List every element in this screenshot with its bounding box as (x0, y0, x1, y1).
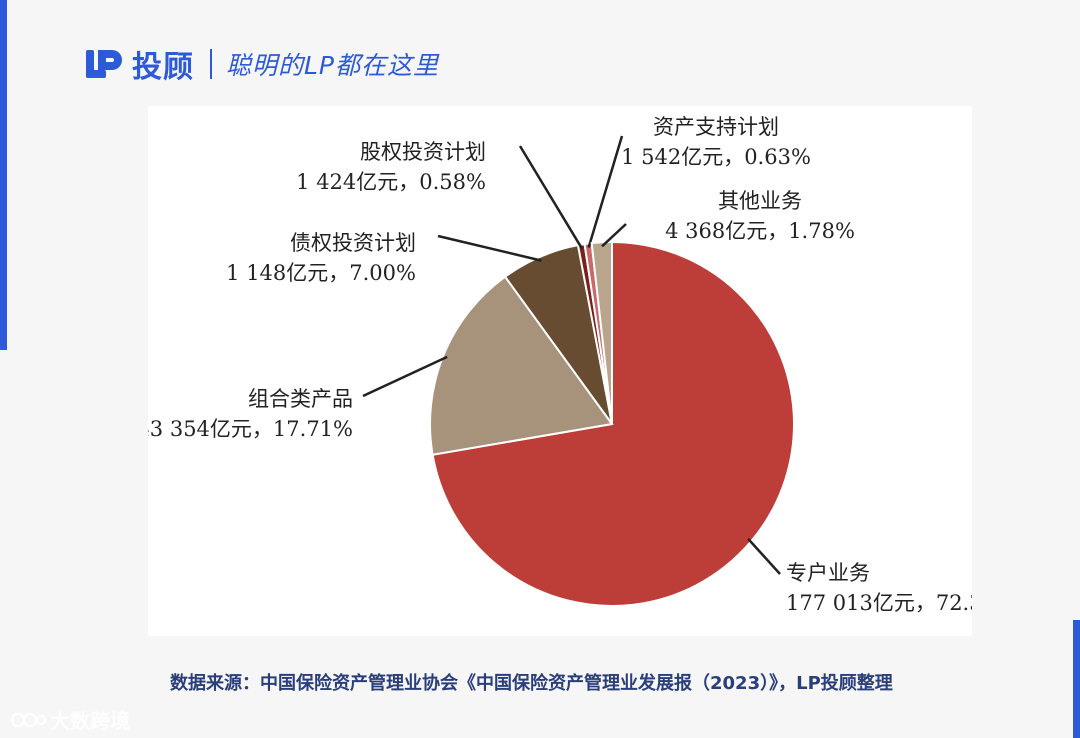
left-accent-bar (0, 0, 7, 350)
leader-line-债权投资计划 (437, 234, 542, 262)
source-note: 数据来源：中国保险资产管理业协会《中国保险资产管理业发展报（2023）》，LP投… (170, 673, 893, 694)
slice-value-label: 4 368亿元，1.78% (665, 219, 855, 243)
pie-chart: 专户业务 177 013亿元，72.30% 组合类产品 43 354亿元，17.71%… (148, 115, 972, 615)
slice-value-label: 43 354亿元，17.71% (148, 417, 353, 441)
slice-name-label: 专户业务 (786, 561, 870, 585)
lp-logo-icon (86, 50, 122, 78)
brand-divider (210, 49, 212, 79)
leader-line-组合类产品 (362, 355, 448, 398)
pie-slice-其他业务 (590, 240, 613, 425)
pie-slice-组合类产品 (429, 275, 614, 456)
watermark: 大数跨境 (10, 705, 130, 734)
watermark-logo-icon (10, 712, 46, 727)
slice-value-label: 1 542亿元，0.63% (621, 145, 811, 169)
slice-value-label: 1 424亿元，0.58% (296, 170, 486, 194)
slice-name-label: 其他业务 (718, 189, 802, 213)
leader-line-其他业务 (601, 223, 627, 248)
brand-name: 投顾 (132, 50, 194, 85)
slice-name-label: 资产支持计划 (653, 115, 779, 139)
slice-name-label: 组合类产品 (248, 387, 353, 411)
brand-header: 投顾 聪明的LP都在这里 (84, 42, 439, 86)
slice-name-label: 债权投资计划 (290, 231, 416, 255)
leader-line-股权投资计划 (518, 145, 584, 250)
slice-value-label: 177 013亿元，72.30% (786, 591, 972, 615)
slice-name-label: 股权投资计划 (360, 140, 486, 164)
leader-line-资产支持计划 (587, 135, 624, 248)
leader-line-专户业务 (747, 537, 781, 575)
watermark-text: 大数跨境 (50, 709, 130, 733)
chart-panel: 专户业务 177 013亿元，72.30% 组合类产品 43 354亿元，17.71%… (148, 106, 972, 636)
brand-slogan: 聪明的LP都在这里 (226, 51, 440, 80)
right-accent-bar (1073, 620, 1080, 738)
slice-value-label: 1 148亿元，7.00% (226, 261, 416, 285)
